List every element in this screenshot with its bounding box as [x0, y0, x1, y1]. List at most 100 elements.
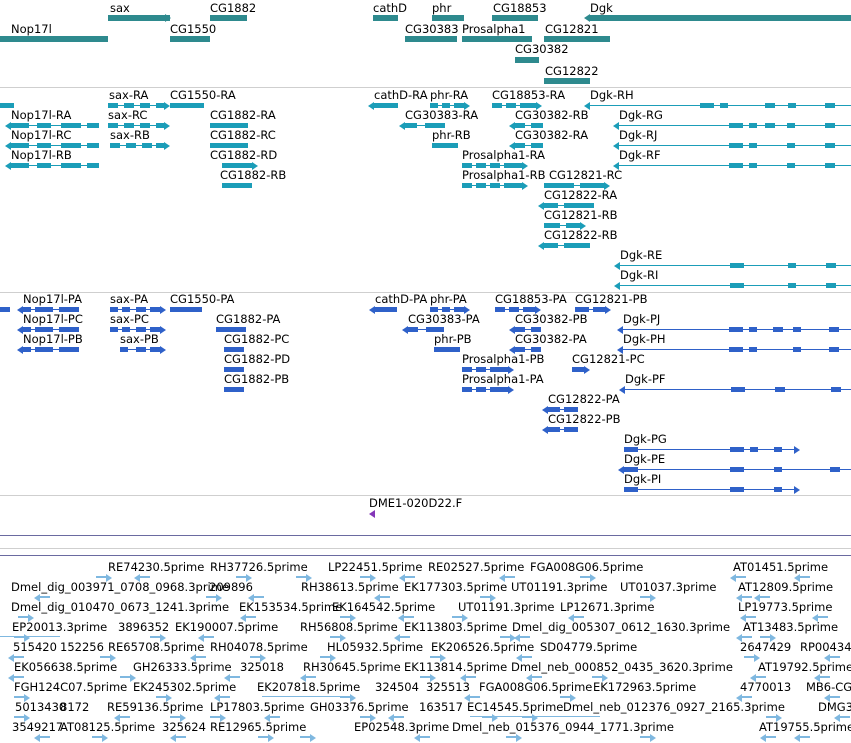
- tx-cathd-ra-exon-0[interactable]: [374, 103, 398, 108]
- feature-label-ek207818-5prime[interactable]: EK207818.5prime: [257, 680, 361, 694]
- tx-sax-rc-exon-2[interactable]: [140, 123, 150, 128]
- pr-dgk-pj-exon-0[interactable]: [729, 327, 743, 332]
- tx-prosalpha1-ra-exon-2[interactable]: [490, 163, 500, 168]
- est-feature-63[interactable]: [120, 716, 130, 718]
- feature-label-dgk-rg[interactable]: Dgk-RG: [619, 108, 663, 122]
- gene-cg1550[interactable]: [170, 36, 210, 42]
- est-feature-37[interactable]: [196, 656, 206, 658]
- pr-sax-pa-exon-3[interactable]: [150, 307, 160, 312]
- est-feature-1[interactable]: [140, 576, 150, 578]
- feature-label-at19755-5prime[interactable]: AT19755.5prime: [759, 720, 851, 734]
- est-feature-40[interactable]: [430, 656, 440, 658]
- pr-dgk-pe-exon-0[interactable]: [624, 467, 638, 472]
- feature-label-ek190007-5prime[interactable]: EK190007.5prime: [175, 620, 279, 634]
- tx-cg12821-rb-exon-1[interactable]: [566, 223, 580, 228]
- feature-label-rh37726-5prime[interactable]: RH37726.5prime: [210, 560, 308, 574]
- feature-label-at13483-5prime[interactable]: AT13483.5prime: [743, 620, 839, 634]
- est-feature-35[interactable]: [14, 656, 24, 658]
- est-feature-6[interactable]: [505, 576, 515, 578]
- pr-dgk-pf-exon-2[interactable]: [831, 387, 841, 392]
- tx-nop17l-rb-exon-1[interactable]: [37, 163, 51, 168]
- est-feature-32[interactable]: [520, 636, 530, 638]
- est-span-a[interactable]: [0, 636, 60, 637]
- tx-phr-ra-exon-1[interactable]: [442, 103, 450, 108]
- tx-cg30382-ra-exon-0[interactable]: [515, 143, 525, 148]
- feature-label-cg1882-pc[interactable]: CG1882-PC: [224, 332, 290, 346]
- feature-label-cg18853[interactable]: CG18853: [493, 1, 547, 15]
- tx-nop17l-rc-exon-2[interactable]: [61, 143, 81, 148]
- tx-dgk-rf-exon-0[interactable]: [729, 163, 743, 168]
- feature-label-ek177303-5prime[interactable]: EK177303.5prime: [404, 580, 508, 594]
- est-feature-47[interactable]: [306, 676, 316, 678]
- tx-dgk-rj-exon-3[interactable]: [825, 143, 835, 148]
- tx-cg30382-rb-exon-1[interactable]: [531, 123, 543, 128]
- feature-label-cg12822-rb[interactable]: CG12822-RB: [544, 228, 618, 242]
- feature-label-cathd-ra[interactable]: cathD-RA: [374, 88, 428, 102]
- feature-label-at01451-5prime[interactable]: AT01451.5prime: [733, 560, 829, 574]
- est-feature-80[interactable]: [640, 736, 650, 738]
- feature-label-cg30382-pb[interactable]: CG30382-PB: [515, 312, 588, 326]
- tx-cg12821-rc-intron[interactable]: [544, 185, 604, 186]
- tx-cg18853-ra-exon-1[interactable]: [506, 103, 516, 108]
- feature-label-cg12821-pc[interactable]: CG12821-PC: [572, 352, 645, 366]
- est-feature-44[interactable]: [14, 676, 24, 678]
- feature-label-2647429[interactable]: 2647429: [740, 640, 792, 654]
- feature-label-nop17l[interactable]: Nop17l: [11, 22, 52, 36]
- tx-cg18853-ra-exon-0[interactable]: [492, 103, 502, 108]
- pr-nop17l-pb-exon-1[interactable]: [35, 347, 53, 352]
- tx-nop17l-rb-exon-2[interactable]: [61, 163, 81, 168]
- est-feature-8[interactable]: [736, 576, 746, 578]
- tx-phr-rb-exon-0[interactable]: [432, 143, 458, 148]
- feature-label-3549217[interactable]: 3549217: [12, 720, 64, 734]
- gene-cg1882[interactable]: [210, 15, 247, 21]
- est-feature-69[interactable]: [482, 716, 492, 718]
- pr-sax-pa-intron[interactable]: [110, 309, 160, 310]
- tx-nop17l-rc-exon-3[interactable]: [87, 143, 99, 148]
- tx-nop17l-ra-intron[interactable]: [11, 125, 99, 126]
- feature-label-hl05932-5prime[interactable]: HL05932.5prime: [327, 640, 424, 654]
- gene-dgk[interactable]: [590, 15, 851, 21]
- pr-nop17l-pa-exon-2[interactable]: [59, 307, 79, 312]
- tx-prosalpha1-rb-exon-2[interactable]: [490, 183, 500, 188]
- est-feature-7[interactable]: [580, 576, 590, 578]
- pr-cg1882-pb-exon-0[interactable]: [224, 387, 244, 392]
- feature-label-cg30382-rb[interactable]: CG30382-RB: [515, 108, 589, 122]
- gene-sax[interactable]: [108, 15, 170, 21]
- est-feature-9[interactable]: [800, 576, 810, 578]
- pr-prosalpha1-pa-exon-1[interactable]: [476, 387, 486, 392]
- feature-label-ek245302-5prime[interactable]: EK245302.5prime: [133, 680, 237, 694]
- est-feature-2[interactable]: [236, 576, 246, 578]
- tx-nop17l-rb-intron[interactable]: [11, 165, 99, 166]
- pr-sax-pc-intron[interactable]: [110, 329, 160, 330]
- feature-label-cg12821-pb[interactable]: CG12821-PB: [575, 292, 648, 306]
- feature-label-re59136-5prime[interactable]: RE59136.5prime: [107, 700, 204, 714]
- feature-label-phr[interactable]: phr: [432, 1, 452, 15]
- est-feature-60[interactable]: [742, 696, 752, 698]
- tx-dgk-ri-exon-0[interactable]: [730, 283, 744, 288]
- gene-cg30383[interactable]: [405, 36, 457, 42]
- est-span-c[interactable]: [470, 716, 600, 717]
- pr-dgk-pf-exon-0[interactable]: [731, 387, 745, 392]
- feature-label-ek113803-5prime[interactable]: EK113803.5prime: [404, 620, 508, 634]
- tx-nop17l-ra-exon-2[interactable]: [61, 123, 81, 128]
- est-feature-78[interactable]: [420, 736, 430, 738]
- pr-cg30382-pa-exon-1[interactable]: [531, 347, 541, 352]
- feature-label-cg1882-pa[interactable]: CG1882-PA: [216, 312, 281, 326]
- feature-label-phr-pb[interactable]: phr-PB: [434, 332, 472, 346]
- feature-label-lp19773-5prime[interactable]: LP19773.5prime: [738, 600, 833, 614]
- tx-nop17l-rc-exon-1[interactable]: [37, 143, 51, 148]
- feature-label-phr-ra[interactable]: phr-RA: [430, 88, 469, 102]
- est-feature-59[interactable]: [560, 696, 570, 698]
- pr-prosalpha1-pb-exon-1[interactable]: [476, 367, 486, 372]
- est-feature-24[interactable]: [746, 616, 756, 618]
- feature-label-dgk-pg[interactable]: Dgk-PG: [624, 432, 667, 446]
- feature-label-dgk-re[interactable]: Dgk-RE: [620, 248, 663, 262]
- est-feature-67[interactable]: [360, 716, 370, 718]
- feature-label-ek206526-5prime[interactable]: EK206526.5prime: [431, 640, 535, 654]
- pr-cg30382-pa-intron[interactable]: [515, 349, 541, 350]
- pr-cg12821-pb-intron[interactable]: [575, 309, 605, 310]
- pr-sax-pa-exon-1[interactable]: [122, 307, 130, 312]
- gene-cg30382[interactable]: [515, 57, 539, 63]
- pr-cg1882-pa-exon-0[interactable]: [216, 327, 246, 332]
- est-feature-43[interactable]: [830, 656, 840, 658]
